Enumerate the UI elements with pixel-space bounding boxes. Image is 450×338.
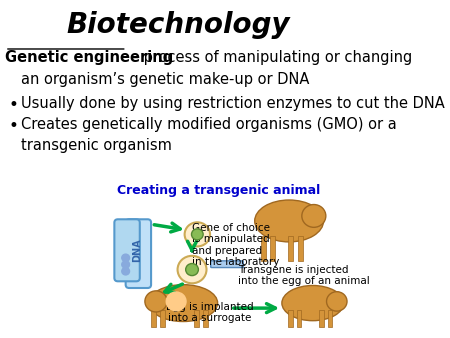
Text: •: • [9, 117, 18, 135]
FancyBboxPatch shape [270, 236, 275, 261]
FancyBboxPatch shape [202, 310, 207, 327]
Text: Genetic engineering: Genetic engineering [5, 50, 173, 65]
FancyBboxPatch shape [298, 236, 303, 261]
Text: Biotechnology: Biotechnology [66, 11, 290, 40]
FancyBboxPatch shape [288, 310, 292, 327]
Text: – process of manipulating or changing: – process of manipulating or changing [127, 50, 412, 65]
Ellipse shape [327, 292, 347, 311]
FancyBboxPatch shape [288, 236, 293, 261]
FancyBboxPatch shape [114, 219, 140, 281]
FancyBboxPatch shape [261, 236, 266, 261]
Ellipse shape [149, 285, 218, 321]
Ellipse shape [186, 264, 198, 275]
Ellipse shape [178, 256, 207, 283]
FancyBboxPatch shape [126, 219, 151, 288]
Text: Transgene is injected
into the egg of an animal: Transgene is injected into the egg of an… [238, 265, 370, 286]
Text: Gene of choice
is manipulated
and prepared
in the laboratory: Gene of choice is manipulated and prepar… [192, 223, 279, 267]
Text: Egg is implanted
into a surrogate: Egg is implanted into a surrogate [166, 301, 253, 323]
Circle shape [122, 268, 130, 275]
Text: Creates genetically modified organisms (GMO) or a: Creates genetically modified organisms (… [21, 117, 396, 132]
Ellipse shape [184, 222, 210, 246]
Ellipse shape [255, 200, 324, 242]
Text: an organism’s genetic make-up or DNA: an organism’s genetic make-up or DNA [21, 72, 309, 87]
Text: Usually done by using restriction enzymes to cut the DNA: Usually done by using restriction enzyme… [21, 96, 445, 111]
Text: •: • [9, 96, 18, 114]
Text: Creating a transgenic animal: Creating a transgenic animal [117, 184, 320, 197]
FancyBboxPatch shape [319, 310, 324, 327]
Ellipse shape [145, 291, 167, 312]
FancyBboxPatch shape [194, 310, 199, 327]
Text: transgenic organism: transgenic organism [21, 138, 172, 153]
FancyBboxPatch shape [152, 310, 156, 327]
Ellipse shape [192, 229, 203, 240]
Ellipse shape [282, 286, 344, 321]
Circle shape [122, 261, 130, 268]
FancyBboxPatch shape [211, 261, 243, 268]
Ellipse shape [302, 204, 326, 227]
FancyBboxPatch shape [328, 310, 332, 327]
FancyBboxPatch shape [297, 310, 301, 327]
FancyBboxPatch shape [160, 310, 165, 327]
Circle shape [122, 254, 130, 262]
Circle shape [166, 292, 186, 311]
Text: DNA: DNA [132, 238, 142, 262]
